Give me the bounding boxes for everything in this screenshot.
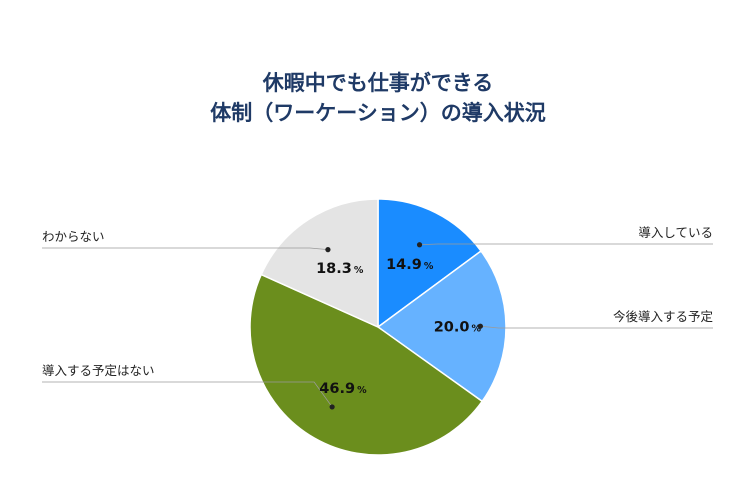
data-label-implemented: 14.9% <box>386 257 434 273</box>
data-label-unknown: 18.3% <box>316 261 364 277</box>
chart-title-line-1: 休暇中でも仕事ができる <box>262 71 494 95</box>
chart-title-line-2: 体制（ワーケーション）の導入状況 <box>210 101 546 125</box>
leader-dot-no-plan <box>329 404 335 410</box>
category-label-unknown: わからない <box>42 229 105 244</box>
leader-implemented <box>416 242 713 248</box>
leader-dot-planned <box>477 323 483 329</box>
pie-slice-unknown <box>260 198 379 329</box>
pie-slice-no-plan <box>249 273 484 456</box>
leader-unknown <box>42 247 331 253</box>
leader-line-implemented <box>419 243 713 246</box>
category-label-planned: 今後導入する予定 <box>613 309 713 324</box>
leader-no-plan <box>42 381 335 410</box>
pie-slice-planned <box>376 249 507 403</box>
data-label-no-plan: 46.9% <box>319 381 367 397</box>
leader-dot-implemented <box>416 242 423 248</box>
chart-title: 休暇中でも仕事ができる 体制（ワーケーション）の導入状況 <box>0 68 756 128</box>
leader-line-no-plan <box>42 381 333 408</box>
pie-slice-implemented <box>377 198 483 329</box>
leader-line-unknown <box>42 247 328 251</box>
data-label-planned: 20.0% <box>434 319 482 335</box>
category-label-implemented: 導入している <box>638 225 713 240</box>
category-label-no-plan: 導入する予定はない <box>42 363 155 378</box>
leader-dot-unknown <box>325 247 331 253</box>
leader-line-planned <box>480 325 713 329</box>
leader-planned <box>477 323 713 329</box>
